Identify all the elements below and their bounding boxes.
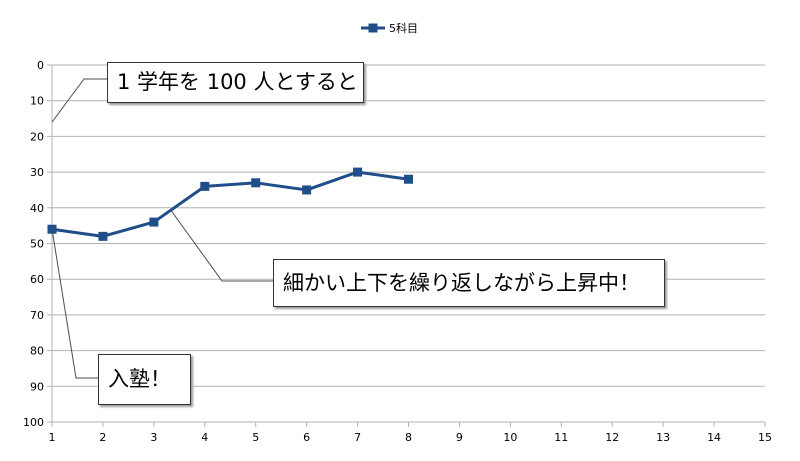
series-line-0 [51, 170, 409, 238]
y-axis-ticks: 0 10 20 30 40 50 60 70 80 90 100 [23, 59, 52, 429]
y-tick-label-6: 60 [30, 273, 44, 286]
x-tick-label-4: 5 [252, 431, 259, 444]
data-point-0-5 [302, 185, 312, 195]
leader-line-2 [51, 229, 98, 379]
x-tick-label-6: 7 [354, 431, 361, 444]
annotation-callout-joined: 入塾！ [98, 354, 191, 405]
x-tick-label-10: 11 [554, 431, 568, 444]
y-tick-label-3: 30 [30, 166, 44, 179]
x-tick-label-12: 13 [656, 431, 670, 444]
data-point-0-1 [98, 231, 108, 241]
annotation-callout-rising: 細かい上下を繰り返しながら上昇中！ [273, 259, 665, 307]
x-tick-label-9: 10 [503, 431, 517, 444]
gridlines [52, 64, 765, 387]
x-tick-label-7: 8 [405, 431, 412, 444]
x-tick-label-0: 1 [49, 431, 56, 444]
y-tick-label-1: 10 [30, 95, 44, 108]
y-tick-label-8: 80 [30, 345, 44, 358]
data-point-0-6 [353, 167, 363, 177]
x-tick-label-8: 9 [456, 431, 463, 444]
x-tick-label-11: 12 [605, 431, 619, 444]
data-point-0-3 [200, 181, 210, 191]
x-tick-label-14: 15 [758, 431, 772, 444]
legend-marker [368, 23, 378, 33]
x-tick-label-3: 4 [201, 431, 208, 444]
y-tick-label-0: 0 [37, 59, 44, 72]
data-point-0-2 [149, 217, 159, 227]
y-tick-label-2: 20 [30, 130, 44, 143]
data-point-0-4 [251, 178, 261, 188]
x-tick-label-2: 3 [150, 431, 157, 444]
leader-line-1 [171, 211, 273, 282]
y-tick-label-9: 90 [30, 380, 44, 393]
y-tick-label-4: 40 [30, 202, 44, 215]
leader-line-0 [51, 78, 107, 123]
legend: 5科目 [361, 21, 418, 35]
x-tick-label-5: 6 [303, 431, 310, 444]
annotation-callout-class-size: 1 学年を 100 人とすると [107, 62, 364, 103]
x-axis-ticks: 1 2 3 4 5 6 7 8 9 10 11 12 13 14 15 [49, 422, 772, 444]
data-point-0-7 [404, 174, 413, 184]
x-tick-label-1: 2 [99, 431, 106, 444]
callout-leader-lines [51, 78, 273, 379]
y-tick-label-10: 100 [23, 416, 44, 429]
data-point-0-0 [47, 224, 57, 234]
y-tick-label-7: 70 [30, 309, 44, 322]
y-tick-label-5: 50 [30, 238, 44, 251]
x-tick-label-13: 14 [707, 431, 721, 444]
series-group [47, 167, 413, 241]
legend-label: 5科目 [389, 21, 418, 35]
